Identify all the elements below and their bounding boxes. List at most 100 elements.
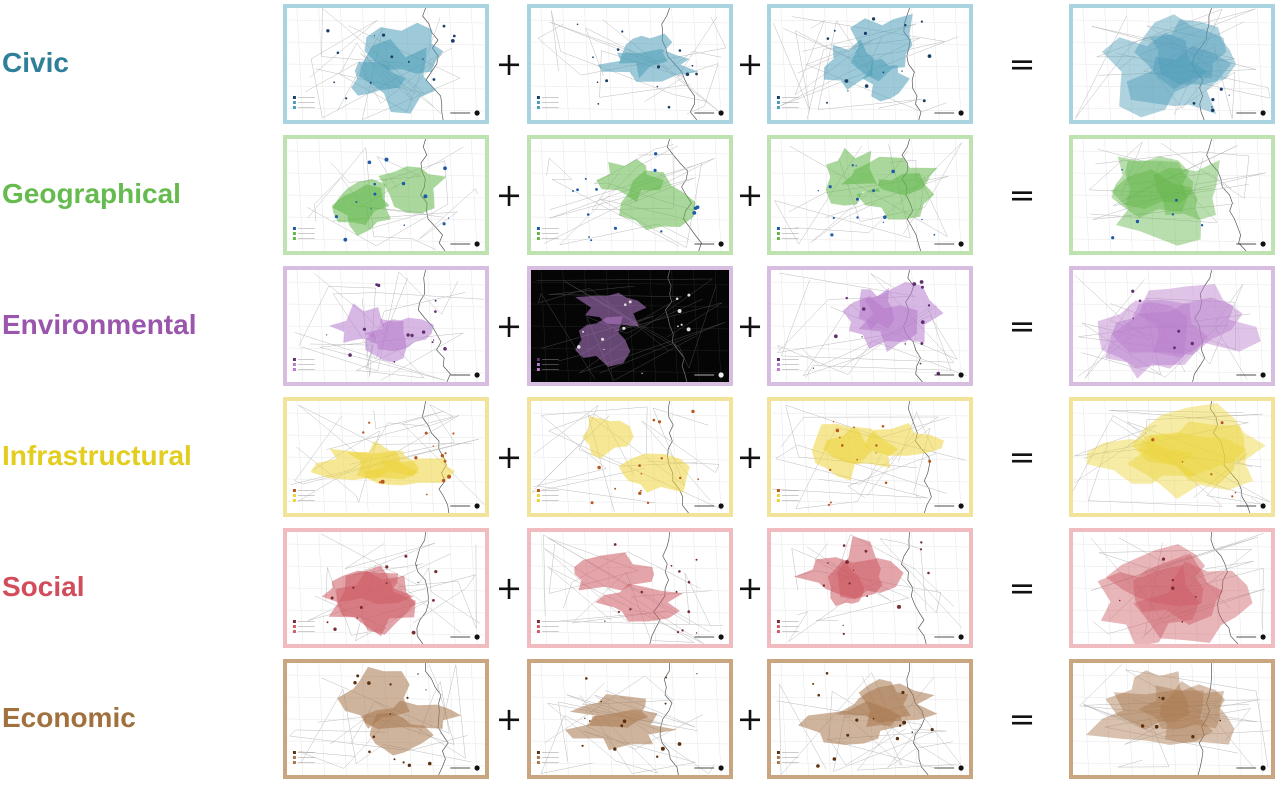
grid-line	[693, 139, 700, 251]
data-area	[1132, 403, 1266, 478]
coastline	[1191, 8, 1212, 120]
data-point	[656, 85, 659, 88]
data-point	[586, 213, 590, 216]
grid-line	[1147, 8, 1155, 120]
data-point	[657, 420, 662, 424]
data-point	[421, 330, 426, 334]
data-point	[442, 222, 446, 226]
road-line	[533, 406, 648, 488]
road-line	[546, 157, 680, 247]
data-point	[1219, 87, 1223, 91]
road-line	[780, 36, 959, 120]
data-point	[443, 347, 447, 351]
grid-line	[605, 401, 613, 513]
road-line	[296, 430, 381, 504]
data-point	[919, 548, 923, 551]
data-point	[665, 676, 668, 679]
legend-swatch	[292, 494, 296, 497]
data-point	[861, 307, 866, 311]
data-point	[1138, 299, 1142, 303]
road-line	[1092, 573, 1266, 635]
data-point	[590, 239, 593, 242]
data-point	[646, 501, 650, 505]
north-arrow-icon	[718, 503, 724, 509]
north-arrow-icon	[958, 372, 964, 378]
legend-swatch	[292, 489, 296, 492]
grid-line	[1073, 543, 1271, 548]
data-point	[855, 165, 857, 167]
grid-line	[318, 401, 325, 513]
legend-swatch	[536, 620, 540, 623]
grid-line	[693, 401, 700, 513]
road-line	[1124, 708, 1252, 745]
data-point	[370, 208, 372, 210]
data-point	[622, 326, 626, 330]
grid-line	[802, 401, 809, 513]
legend-swatch	[536, 358, 540, 361]
grid-line	[649, 270, 656, 382]
data-point	[623, 303, 627, 306]
road-line	[1083, 699, 1260, 754]
legend-swatch	[292, 368, 296, 371]
grid-line	[1073, 107, 1271, 112]
data-point	[452, 432, 455, 435]
plus-operator: +	[495, 438, 523, 476]
road-line	[1146, 25, 1214, 109]
data-point	[687, 610, 691, 614]
layer-map	[283, 135, 489, 255]
data-point	[333, 81, 336, 84]
layer-map	[767, 528, 973, 648]
data-point	[901, 70, 903, 72]
north-arrow-icon	[958, 241, 964, 247]
data-point	[447, 474, 452, 479]
data-point	[444, 452, 447, 455]
data-point	[434, 310, 437, 313]
data-point	[1190, 341, 1194, 346]
data-point	[359, 606, 363, 609]
grid-line	[562, 532, 569, 644]
data-area	[1105, 544, 1206, 607]
grid-line	[714, 663, 722, 775]
data-point	[1161, 557, 1166, 561]
grid-line	[771, 238, 969, 243]
data-point	[356, 674, 360, 678]
layer-map	[527, 135, 733, 255]
grid-line	[1169, 401, 1177, 513]
grid-line	[340, 8, 347, 120]
legend-swatch	[292, 625, 296, 628]
data-point	[871, 17, 876, 21]
coastline	[421, 401, 450, 513]
data-point	[828, 185, 832, 189]
grid-line	[1213, 663, 1220, 775]
data-point	[432, 445, 435, 447]
road-line	[1193, 453, 1262, 505]
grid-line	[1169, 139, 1177, 251]
legend-swatch	[776, 499, 780, 502]
grid-line	[671, 401, 678, 513]
data-point	[675, 297, 679, 301]
data-point	[1111, 236, 1115, 240]
data-point	[577, 345, 581, 349]
grid-line	[449, 532, 456, 644]
grid-line	[954, 270, 962, 382]
data-point	[600, 337, 605, 341]
data-point	[401, 181, 406, 186]
road-line	[1110, 553, 1230, 620]
road-line	[776, 272, 916, 354]
data-point	[660, 457, 663, 460]
data-point	[830, 233, 834, 237]
grid-line	[287, 412, 485, 417]
data-point	[685, 72, 690, 77]
grid-line	[1256, 139, 1264, 251]
data-point	[875, 452, 877, 454]
data-area	[858, 679, 911, 727]
grid-line	[802, 270, 809, 382]
data-point	[1135, 219, 1140, 224]
data-point	[653, 152, 658, 156]
road-line	[1118, 537, 1254, 640]
grid-line	[1169, 8, 1177, 120]
data-point	[687, 293, 691, 297]
data-point	[393, 758, 396, 761]
north-arrow-icon	[474, 372, 480, 378]
data-point	[817, 190, 820, 192]
